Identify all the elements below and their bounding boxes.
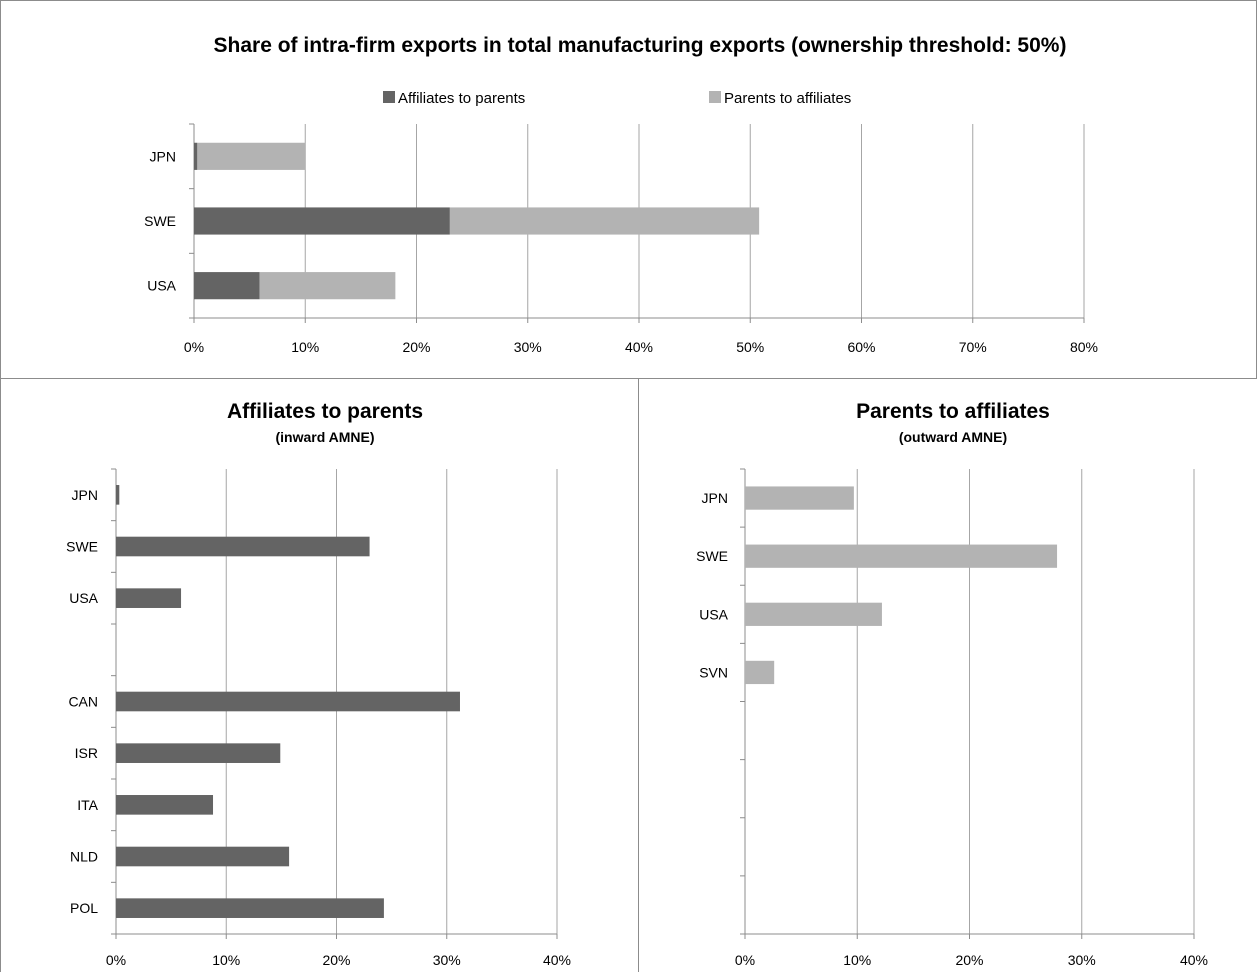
x-tick-label-main: 10% bbox=[291, 339, 319, 355]
x-tick-label-inward: 40% bbox=[543, 952, 571, 968]
x-tick-label-outward: 40% bbox=[1180, 952, 1208, 968]
bar-inward-JPN-s0 bbox=[116, 485, 120, 505]
bar-outward-SVN-s0 bbox=[745, 660, 775, 685]
x-tick-label-main: 50% bbox=[736, 339, 764, 355]
category-label-inward: CAN bbox=[68, 694, 98, 710]
category-label-inward: SWE bbox=[66, 539, 98, 555]
x-tick-label-main: 20% bbox=[402, 339, 430, 355]
category-label-main: JPN bbox=[150, 148, 176, 164]
category-label-inward: ISR bbox=[75, 745, 98, 761]
x-tick-label-outward: 30% bbox=[1068, 952, 1096, 968]
bar-inward-SWE-s0 bbox=[116, 536, 370, 557]
chart-title-outward: Parents to affiliates bbox=[856, 400, 1050, 423]
x-tick-label-main: 0% bbox=[184, 339, 204, 355]
x-tick-label-main: 40% bbox=[625, 339, 653, 355]
x-tick-label-outward: 20% bbox=[955, 952, 983, 968]
bar-inward-NLD-s0 bbox=[116, 846, 290, 867]
legend-swatch-affiliates-to-parents bbox=[383, 91, 395, 103]
bar-inward-ISR-s0 bbox=[116, 743, 281, 763]
chart-title-inward: Affiliates to parents bbox=[227, 400, 423, 423]
category-label-main: USA bbox=[147, 278, 176, 294]
legend-label-parents-to-affiliates: Parents to affiliates bbox=[724, 90, 851, 107]
x-tick-label-inward: 0% bbox=[106, 952, 126, 968]
category-label-inward: ITA bbox=[77, 797, 98, 813]
x-tick-label-main: 30% bbox=[514, 339, 542, 355]
bar-inward-USA-s0 bbox=[116, 588, 182, 608]
category-label-outward: SVN bbox=[699, 664, 728, 680]
x-tick-label-main: 70% bbox=[959, 339, 987, 355]
bar-inward-ITA-s0 bbox=[116, 795, 214, 815]
x-tick-label-outward: 10% bbox=[843, 952, 871, 968]
category-label-outward: SWE bbox=[696, 548, 728, 564]
x-tick-label-main: 60% bbox=[847, 339, 875, 355]
bar-main-USA-s1 bbox=[259, 272, 396, 300]
category-label-inward: POL bbox=[70, 900, 98, 916]
bar-main-JPN-s0 bbox=[194, 142, 198, 170]
x-tick-label-inward: 30% bbox=[433, 952, 461, 968]
bar-outward-USA-s0 bbox=[745, 602, 882, 626]
category-label-inward: NLD bbox=[70, 849, 98, 865]
x-tick-label-main: 80% bbox=[1070, 339, 1098, 355]
panel-border-top bbox=[0, 0, 1257, 379]
bar-outward-SWE-s0 bbox=[745, 544, 1058, 568]
plot-areas: 0% 10% 20% 30% 40% 50% 60% 70% 80% JPN SWE USA 0% 10%… bbox=[66, 123, 1208, 968]
category-label-outward: JPN bbox=[702, 490, 728, 506]
legend-swatch-parents-to-affiliates bbox=[709, 91, 721, 103]
bar-main-SWE-s1 bbox=[449, 207, 760, 235]
legend: Affiliates to parents Parents to affilia… bbox=[383, 90, 851, 107]
bar-outward-JPN-s0 bbox=[745, 486, 854, 510]
x-tick-label-inward: 20% bbox=[322, 952, 350, 968]
bar-main-JPN-s1 bbox=[197, 142, 306, 170]
bar-main-USA-s0 bbox=[194, 272, 260, 300]
x-tick-label-outward: 0% bbox=[735, 952, 755, 968]
category-label-inward: USA bbox=[69, 590, 98, 606]
chart-subtitle-inward: (inward AMNE) bbox=[275, 429, 374, 445]
bar-inward-CAN-s0 bbox=[116, 691, 460, 712]
category-label-main: SWE bbox=[144, 213, 176, 229]
bar-main-SWE-s0 bbox=[194, 207, 450, 235]
category-label-outward: USA bbox=[699, 606, 728, 622]
chart-title-main: Share of intra-firm exports in total man… bbox=[214, 34, 1067, 57]
bar-inward-POL-s0 bbox=[116, 898, 384, 918]
legend-label-affiliates-to-parents: Affiliates to parents bbox=[398, 90, 525, 107]
category-label-inward: JPN bbox=[72, 487, 98, 503]
chart-subtitle-outward: (outward AMNE) bbox=[899, 429, 1007, 445]
x-tick-label-inward: 10% bbox=[212, 952, 240, 968]
